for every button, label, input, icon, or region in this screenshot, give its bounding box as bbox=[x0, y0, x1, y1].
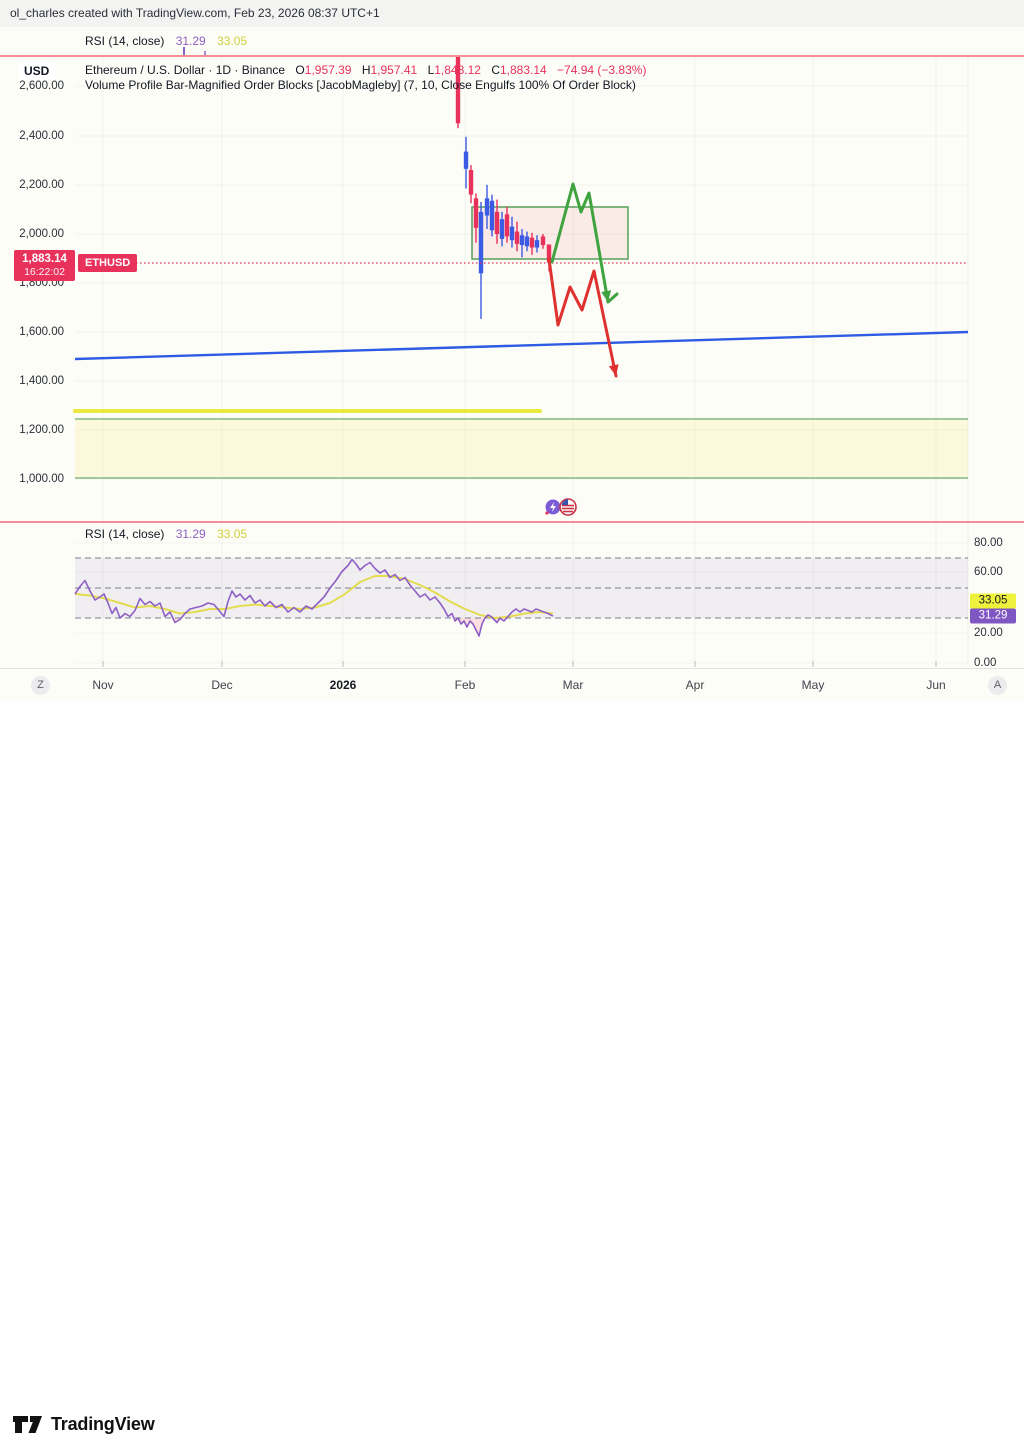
main-chart-pane[interactable] bbox=[0, 56, 1024, 522]
time-axis-label: Dec bbox=[211, 678, 233, 692]
price-tick-label: 2,600.00 bbox=[19, 80, 64, 92]
ohlc-low-value: 1,848.12 bbox=[434, 63, 481, 77]
rsi-pane[interactable] bbox=[0, 522, 1024, 668]
price-tick-label: 2,000.00 bbox=[19, 228, 64, 240]
timezone-button[interactable]: Z bbox=[31, 676, 50, 695]
time-axis-label: Jun bbox=[926, 678, 946, 692]
rsi-smooth-badge: 33.05 bbox=[970, 593, 1016, 609]
rsi-tick-label: 20.00 bbox=[974, 627, 1003, 639]
symbol-name-badge: ETHUSD bbox=[78, 254, 138, 272]
time-axis-label: 2026 bbox=[329, 678, 357, 692]
tradingview-logo[interactable]: TradingView bbox=[13, 1412, 155, 1436]
price-tick-label: 2,400.00 bbox=[19, 130, 64, 142]
time-axis[interactable]: Z Nov Dec 2026 Feb Mar Apr May Jun A bbox=[0, 668, 1024, 701]
rsi-tick-label: 60.00 bbox=[974, 566, 1003, 578]
time-axis-label: Mar bbox=[562, 678, 584, 692]
rsi-main-badge: 31.29 bbox=[970, 608, 1016, 624]
rsi-legend-title: RSI (14, close) bbox=[85, 527, 165, 541]
last-price-badge: 1,883.14 16:22:02 bbox=[14, 250, 75, 281]
top-rsi-legend-title: RSI (14, close) bbox=[85, 34, 165, 48]
ohlc-close-value: 1,883.14 bbox=[499, 63, 547, 77]
time-axis-label: May bbox=[801, 678, 825, 692]
top-rsi-value: 31.29 bbox=[175, 34, 206, 48]
rsi-tick-label: 80.00 bbox=[974, 537, 1003, 549]
time-axis-label: Apr bbox=[685, 678, 705, 692]
ohlc-high-value: 1,957.41 bbox=[370, 63, 418, 77]
rsi-value: 31.29 bbox=[175, 527, 206, 541]
price-tick-label: 1,600.00 bbox=[19, 326, 64, 338]
ohlc-close-label: C bbox=[491, 63, 500, 77]
time-axis-label: Feb bbox=[454, 678, 476, 692]
price-scale-currency-button[interactable]: USD bbox=[18, 62, 56, 80]
adjust-button[interactable]: A bbox=[988, 676, 1007, 695]
tradingview-logo-text: TradingView bbox=[51, 1413, 155, 1434]
last-price-value: 1,883.14 bbox=[22, 253, 67, 265]
ohlc-high-label: H bbox=[361, 63, 371, 77]
indicator-title[interactable]: Volume Profile Bar-Magnified Order Block… bbox=[85, 78, 636, 92]
top-rsi-pane: RSI (14, close) 31.29 33.05 bbox=[0, 27, 1024, 56]
price-tick-label: 2,200.00 bbox=[19, 179, 64, 191]
price-tick-label: 1,000.00 bbox=[19, 473, 64, 485]
tradingview-logo-icon bbox=[13, 1416, 42, 1433]
indicator-legend[interactable]: Volume Profile Bar-Magnified Order Block… bbox=[85, 78, 636, 92]
symbol-legend[interactable]: Ethereum / U.S. Dollar · 1D · Binance O1… bbox=[85, 63, 646, 77]
price-tick-label: 1,200.00 bbox=[19, 424, 64, 436]
footer: TradingView bbox=[0, 701, 1024, 1434]
rsi-legend[interactable]: RSI (14, close) 31.29 33.05 bbox=[85, 527, 247, 541]
top-rsi-smooth-value: 33.05 bbox=[217, 34, 248, 48]
ohlc-low-label: L bbox=[427, 63, 435, 77]
price-tick-label: 1,400.00 bbox=[19, 375, 64, 387]
bar-countdown: 16:22:02 bbox=[24, 266, 65, 278]
attribution-bar: ol_charles created with TradingView.com,… bbox=[0, 0, 1024, 27]
ohlc-open-value: 1,957.39 bbox=[304, 63, 352, 77]
rsi-tick-label: 0.00 bbox=[974, 657, 997, 669]
attribution-text: ol_charles created with TradingView.com,… bbox=[10, 6, 380, 20]
symbol-title[interactable]: Ethereum / U.S. Dollar · 1D · Binance bbox=[85, 63, 286, 77]
time-axis-label: Nov bbox=[92, 678, 114, 692]
top-rsi-legend[interactable]: RSI (14, close) 31.29 33.05 bbox=[85, 34, 247, 48]
ohlc-change: −74.94 (−3.83%) bbox=[557, 63, 647, 77]
rsi-smooth-value: 33.05 bbox=[217, 527, 248, 541]
ohlc-open-label: O bbox=[295, 63, 305, 77]
